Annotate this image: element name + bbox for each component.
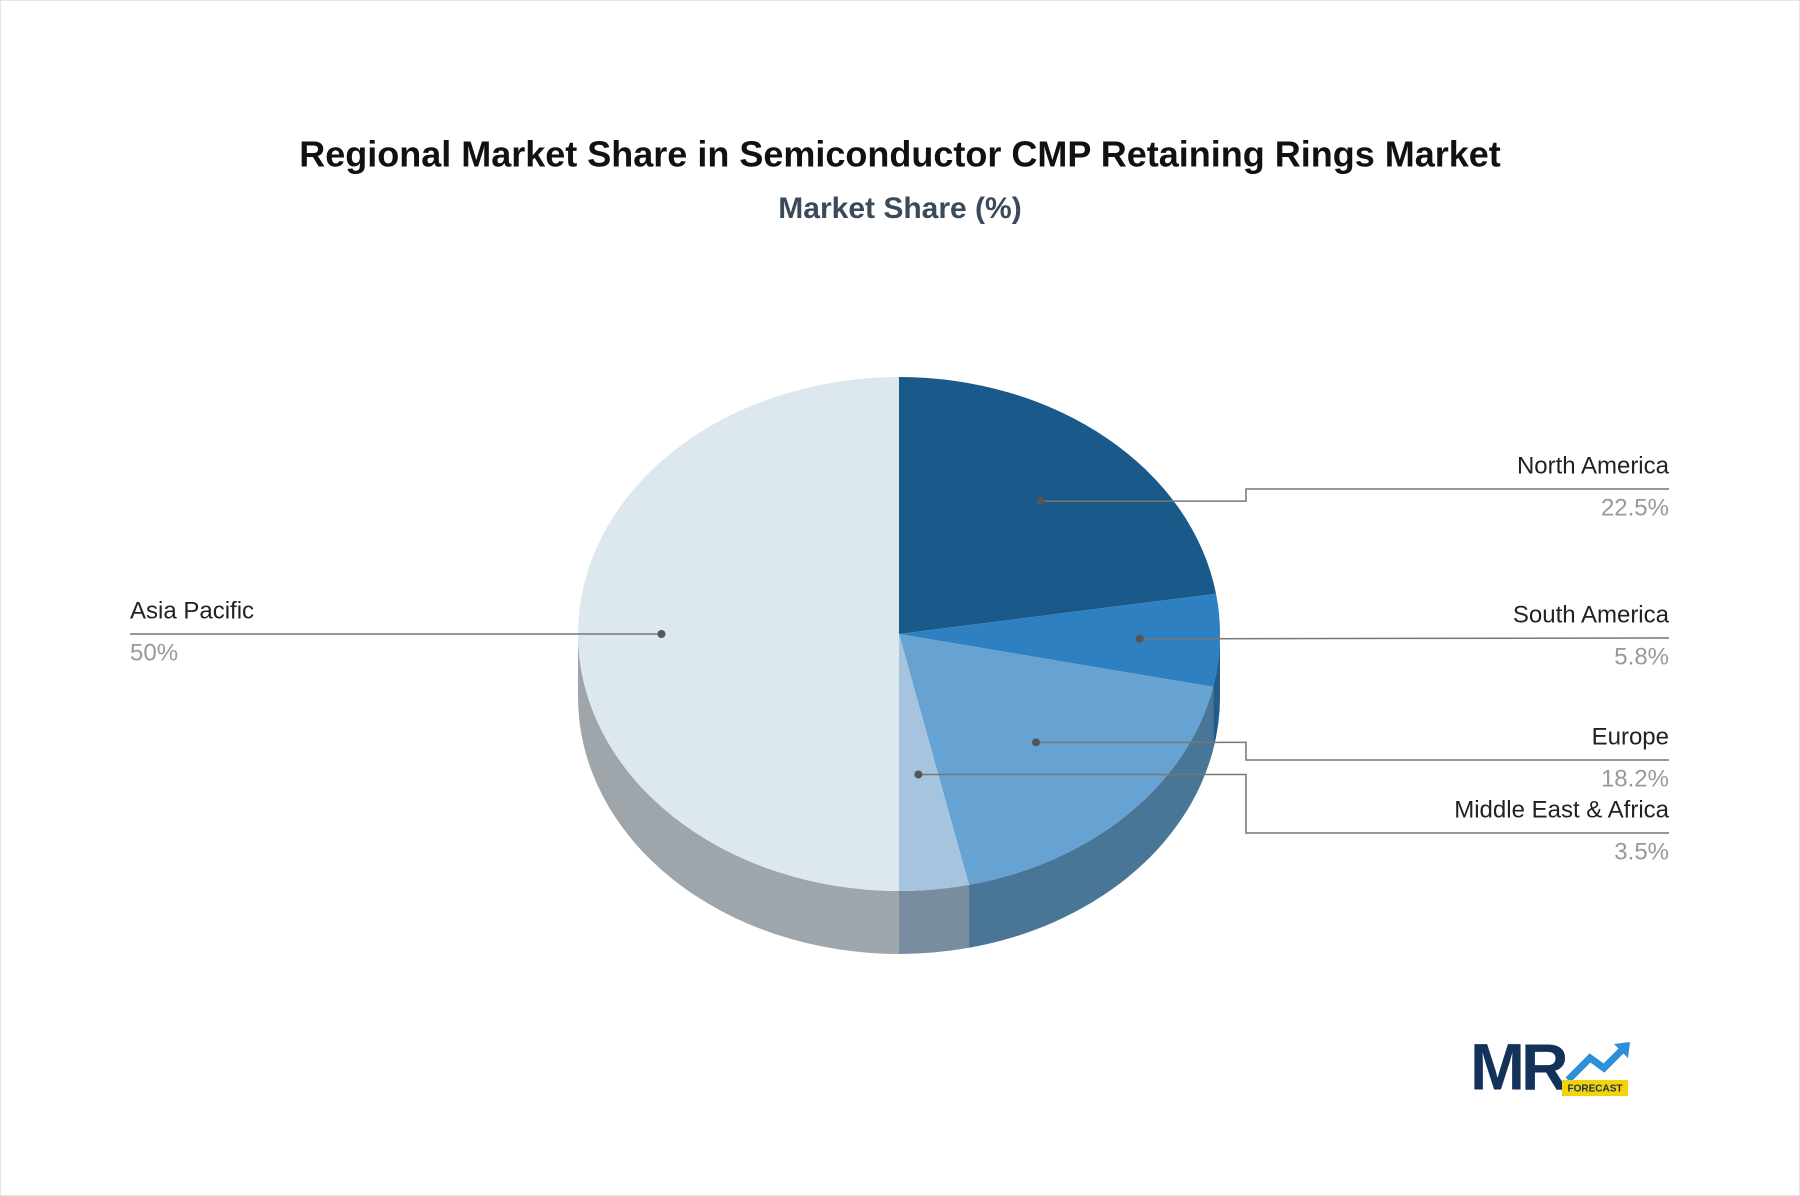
chart-title: Regional Market Share in Semiconductor C…	[299, 134, 1501, 175]
slice-side	[969, 686, 1214, 948]
category-label: Europe	[1592, 723, 1669, 750]
logo-tag-box	[1562, 1080, 1628, 1096]
leader-dot	[914, 770, 923, 779]
slice	[899, 634, 1214, 885]
logo-arrowhead	[1614, 1042, 1630, 1058]
value-label: 22.5%	[1601, 494, 1669, 521]
slice-side	[578, 634, 899, 954]
value-label: 3.5%	[1614, 838, 1669, 865]
leader-line	[1040, 488, 1669, 502]
leader-dot	[1036, 497, 1045, 506]
slice	[899, 377, 1217, 634]
chart-subtitle: Market Share (%)	[778, 192, 1021, 225]
slice-side	[899, 884, 970, 954]
value-label: 5.8%	[1614, 643, 1669, 670]
slice	[899, 593, 1220, 687]
category-label: North America	[1517, 452, 1670, 479]
leader-dot	[1032, 738, 1041, 747]
leader-line	[1139, 637, 1670, 640]
value-label: 18.2%	[1601, 765, 1669, 792]
slice	[578, 377, 899, 891]
leader-dot	[1135, 634, 1144, 643]
logo-text: MR	[1470, 1029, 1568, 1103]
category-label: Asia Pacific	[130, 597, 254, 624]
value-label: 50%	[130, 639, 178, 666]
logo-arrow	[1565, 1045, 1627, 1083]
leader-line	[1036, 741, 1669, 761]
category-label: South America	[1513, 601, 1670, 628]
logo: MR FORECAST	[1470, 1029, 1630, 1103]
leader-dot	[657, 630, 666, 638]
slice-side	[1213, 634, 1220, 750]
slice	[899, 634, 970, 891]
logo-tag: FORECAST	[1568, 1084, 1623, 1095]
category-label: Middle East & Africa	[1454, 796, 1669, 823]
leader-line	[918, 773, 1669, 834]
